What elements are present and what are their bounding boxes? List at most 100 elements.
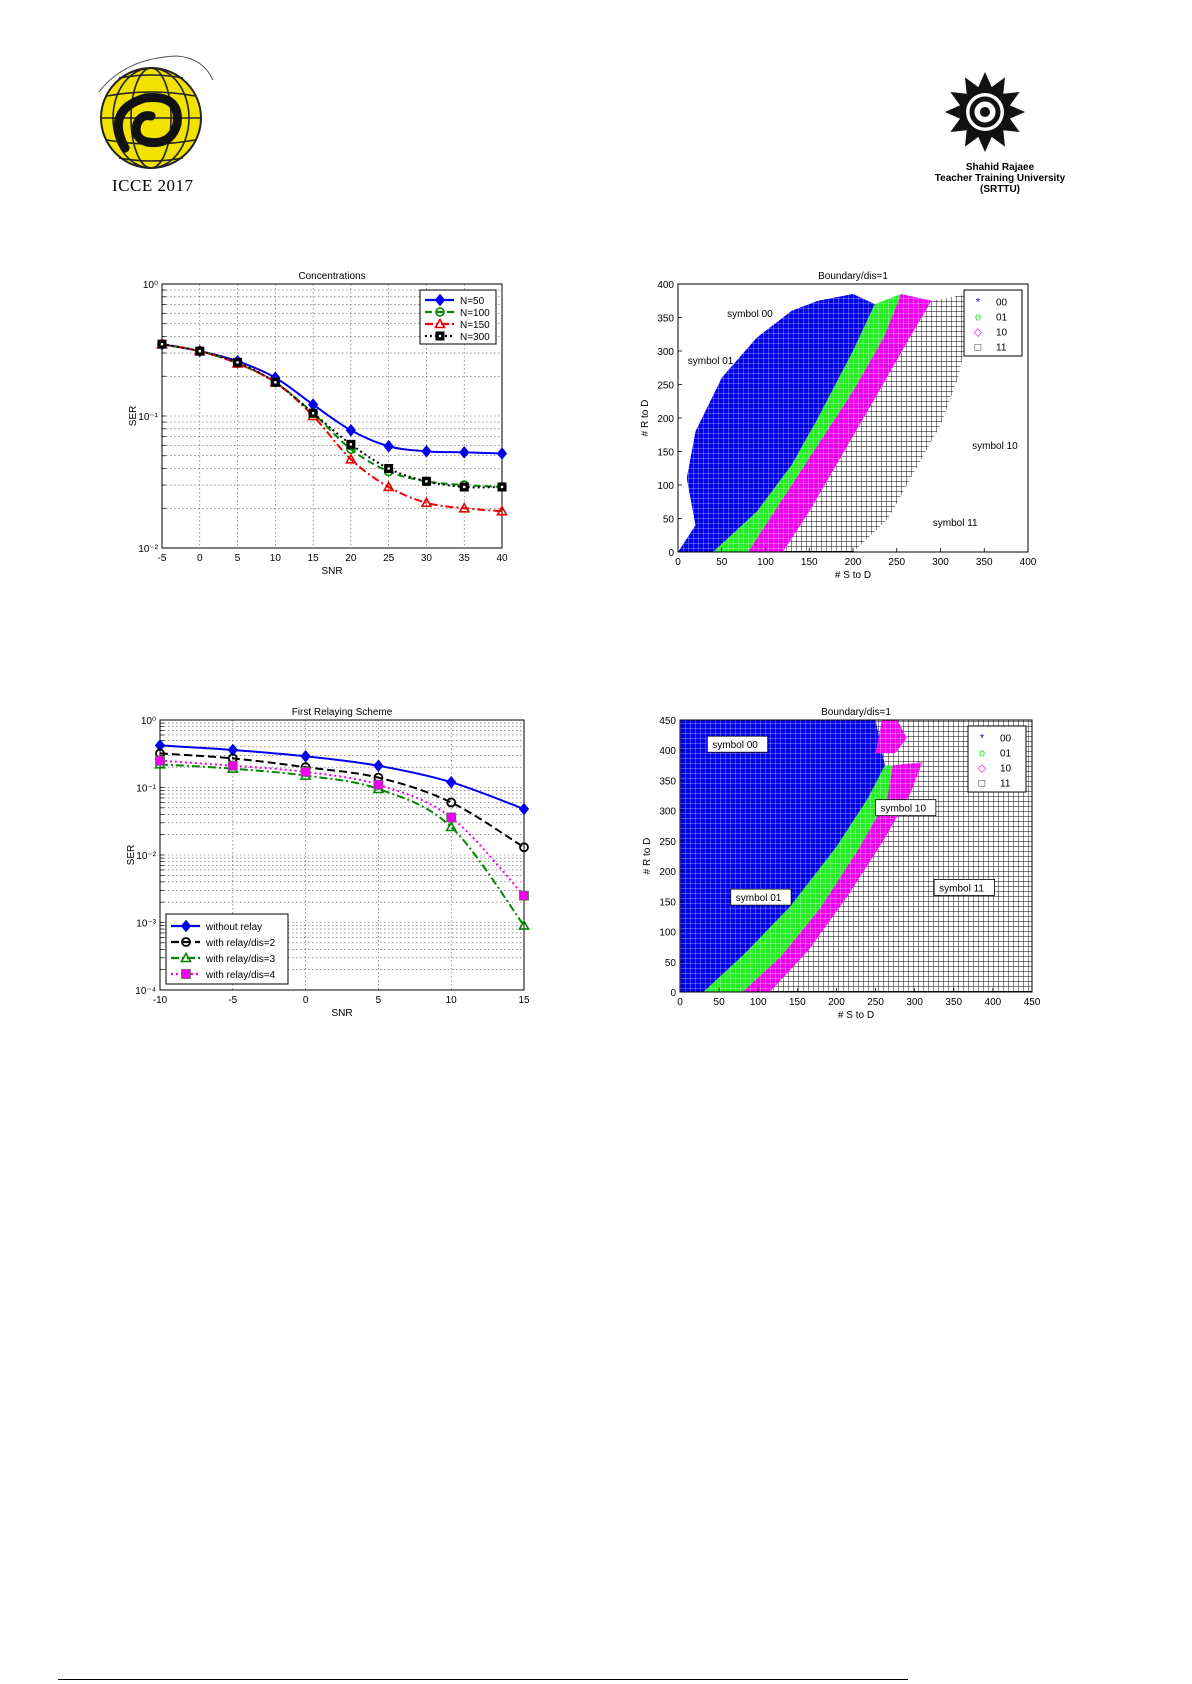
x-axis-label: SNR (321, 566, 342, 577)
data-point (300, 767, 311, 777)
star-logo-icon (945, 72, 1025, 152)
marker-dot (198, 349, 201, 353)
series-line (159, 752, 525, 849)
legend-label: 11 (996, 343, 1007, 354)
data-point (154, 739, 166, 752)
x-tick-label: 250 (867, 997, 884, 1008)
data-point (270, 377, 280, 387)
x-axis-label: # S to D (838, 1010, 874, 1021)
legend-label: 00 (996, 298, 1008, 309)
y-tick-label: 100 (659, 928, 676, 939)
legend-marker: * (976, 297, 981, 309)
x-tick-label: -5 (228, 995, 237, 1006)
legend: * 00 o 01 ◇ 10 □ 11 (967, 725, 1027, 793)
annotation-box (875, 799, 937, 817)
y-tick-label: 50 (663, 515, 675, 526)
boundary-chart-bottom: 0 50 100 150 200 250 300 350 400 450 0 50 100 150 200 2… (628, 706, 1058, 1026)
boundary-chart-top: 0 50 100 150 200 250 300 350 400 0 50 100 150 200 250 3… (626, 271, 1046, 606)
chart-title: First Relaying Scheme (292, 707, 393, 718)
data-point (497, 482, 507, 492)
y-axis-label: # R to D (640, 400, 651, 437)
chart-svg: -5 0 5 10 15 20 25 30 35 40 10⁻² 10⁻¹ 10⁰ Concentrati… (128, 271, 508, 577)
x-axis-label: SNR (331, 1008, 352, 1019)
data-point (519, 842, 529, 853)
annotation-box (933, 879, 995, 896)
y-tick-label: 400 (659, 746, 676, 757)
region-symbol-01 (703, 765, 893, 992)
y-tick-label: 10⁻² (136, 851, 156, 862)
legend-label: 10 (1000, 764, 1012, 775)
x-tick-label: 400 (985, 997, 1002, 1008)
legend-swatch-marker (181, 969, 191, 979)
series-3 (155, 755, 529, 901)
x-tick-label: -10 (153, 995, 168, 1006)
plot-frame (679, 719, 1033, 993)
y-tick-label: 10⁻² (138, 544, 158, 555)
x-tick-label: 50 (714, 997, 726, 1008)
legend-label: 01 (1000, 749, 1012, 760)
y-axis-label: SER (128, 406, 139, 427)
chart-svg: 0 50 100 150 200 250 300 350 400 0 50 100 150 200 250 3… (640, 271, 1037, 581)
series-3 (157, 339, 507, 492)
marker-ring (435, 307, 445, 317)
annotation-label: symbol 11 (939, 883, 984, 894)
marker-dot (425, 480, 428, 483)
marker-dot (500, 485, 504, 489)
plot-frame (677, 283, 1029, 553)
legend-label: 01 (996, 313, 1008, 324)
y-tick-label: 10⁰ (141, 716, 156, 727)
annotation-label: symbol 00 (727, 309, 773, 320)
university-logo (935, 70, 1075, 210)
data-point (459, 482, 469, 492)
legend-marker: □ (975, 342, 982, 354)
legend-swatch-marker (180, 919, 192, 933)
annotations: symbol 00 symbol 01 symbol 10 symbol 11 (688, 309, 1018, 529)
legend-label: 11 (1000, 779, 1011, 790)
chart-svg: -10 -5 0 5 10 15 10⁻⁴ 10⁻³ 10⁻² 10⁻¹ 10⁰ First Rela… (126, 707, 530, 1019)
data-point (157, 339, 167, 349)
x-tick-label: 300 (932, 557, 949, 568)
y-tick-label: 300 (657, 347, 674, 358)
chart-svg: 0 50 100 150 200 250 300 350 400 450 0 50 100 150 200 2… (642, 707, 1041, 1021)
x-tick-label: 40 (496, 553, 508, 564)
annotations: symbol 00 symbol 10 symbol 01 symbol 11 (706, 735, 995, 906)
legend-label: N=50 (460, 296, 485, 307)
legend-swatch-marker (180, 951, 192, 963)
annotation-label: symbol 00 (712, 740, 758, 751)
plot-frame (161, 283, 503, 549)
legend-label: with relay/dis=2 (205, 938, 276, 949)
regions (680, 720, 1032, 992)
legend-marker: * (980, 733, 985, 745)
data-point (421, 445, 432, 458)
data-point (227, 760, 238, 771)
x-tick-label: 25 (383, 553, 395, 564)
y-tick-label: 150 (659, 897, 676, 908)
x-tick-label: 0 (303, 995, 309, 1006)
legend-swatch-marker (434, 317, 446, 329)
data-point (445, 820, 458, 832)
region-symbol-00 (680, 720, 885, 992)
data-point (373, 779, 384, 790)
y-tick-label: 250 (657, 381, 674, 392)
legend-label: N=300 (460, 332, 490, 343)
legend-label: without relay (205, 922, 262, 933)
x-tick-label: 30 (421, 553, 433, 564)
x-axis-label: # S to D (835, 570, 871, 581)
conference-label: ICCE 2017 (112, 176, 194, 195)
univ-line-2: Teacher Training University (934, 173, 1066, 184)
legend: without relay with relay/dis=2 with relay/… (165, 913, 289, 985)
y-tick-label: 200 (657, 414, 674, 425)
x-tick-label: 100 (750, 997, 767, 1008)
y-tick-label: 250 (659, 837, 676, 848)
data-point (345, 453, 357, 464)
y-tick-label: 10⁻⁴ (135, 986, 156, 997)
university-name: Shahid Rajaee Teacher Training Universit… (925, 162, 1075, 195)
x-tick-label: 200 (845, 557, 862, 568)
legend-box (963, 289, 1023, 357)
x-tick-label: 5 (235, 553, 241, 564)
chart-title: Boundary/dis=1 (821, 707, 891, 718)
annotation-label: symbol 11 (933, 518, 978, 529)
x-tick-label: 400 (1020, 557, 1037, 568)
legend-label: 00 (1000, 734, 1012, 745)
marker-dot (160, 342, 164, 346)
